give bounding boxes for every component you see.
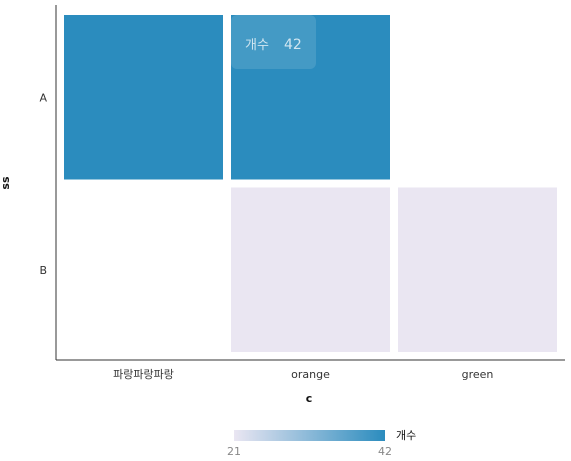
tooltip-box (231, 15, 316, 69)
x-tick-label: 파랑파랑파랑 (113, 368, 174, 381)
legend-title: 개수 (396, 429, 416, 442)
x-axis-ticks: 파랑파랑파랑 orange green (113, 368, 493, 381)
tooltip: 개수 42 (231, 15, 316, 69)
tooltip-label: 개수 (245, 38, 269, 53)
heatmap-cells (64, 15, 557, 352)
heatmap-cell[interactable] (231, 15, 390, 180)
legend-gradient-bar (234, 430, 385, 441)
x-tick-label: green (462, 368, 494, 381)
heatmap-cell[interactable] (398, 187, 557, 353)
y-tick-label: A (39, 91, 47, 104)
legend-min-label: 21 (227, 445, 241, 458)
y-axis-ticks: AB (39, 91, 47, 277)
heatmap-cell[interactable] (231, 187, 390, 353)
y-tick-label: B (39, 264, 47, 277)
y-axis-title: ss (0, 176, 12, 190)
x-tick-label: orange (291, 368, 330, 381)
legend-max-label: 42 (378, 445, 392, 458)
x-axis-title: c (306, 392, 313, 405)
heatmap-cell[interactable] (64, 15, 223, 180)
tooltip-value: 42 (284, 37, 302, 53)
color-legend: 개수 21 42 (227, 429, 416, 458)
